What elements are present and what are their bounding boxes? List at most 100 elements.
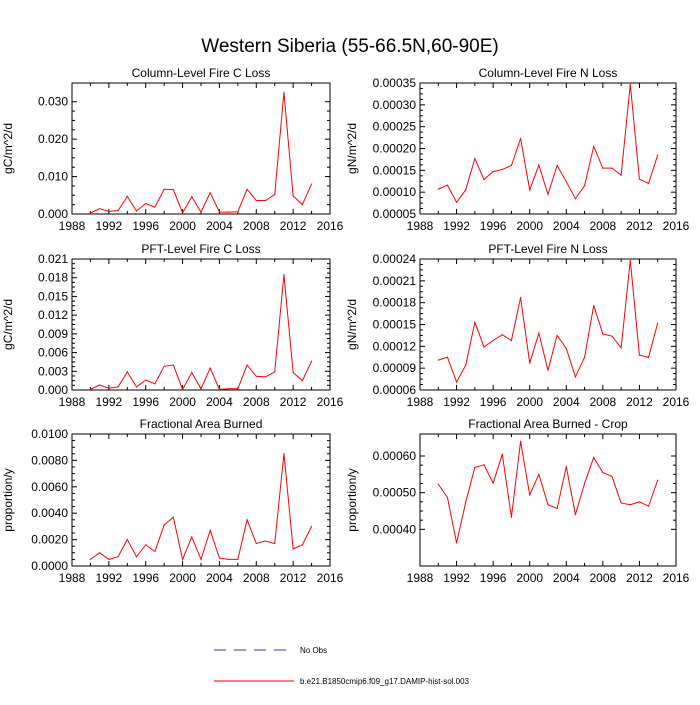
data-point	[492, 171, 494, 173]
data-point	[611, 335, 613, 337]
plot-frame	[419, 433, 677, 567]
data-point	[135, 210, 138, 212]
data-point	[583, 482, 586, 485]
data-point	[455, 381, 458, 383]
panel-title: PFT-Level Fire C Loss	[141, 242, 260, 256]
x-tick-label: 1992	[443, 219, 470, 233]
series-line	[90, 453, 313, 562]
data-point	[108, 210, 110, 212]
y-axis-label: gC/m^2/d	[1, 123, 15, 174]
x-tick-label: 2016	[663, 219, 690, 233]
data-point	[647, 356, 650, 358]
data-point	[255, 199, 257, 202]
data-point	[181, 558, 184, 561]
data-point	[602, 471, 604, 474]
data-point	[117, 386, 119, 388]
y-axis-label: proportion/y	[1, 468, 15, 531]
data-point	[145, 202, 147, 205]
data-point	[145, 544, 147, 546]
x-tick-label: 1988	[59, 395, 86, 409]
data-point	[191, 536, 193, 538]
y-tick-label: 0.000	[38, 383, 68, 397]
data-point	[200, 558, 202, 561]
y-tick-label: 0.0060	[31, 480, 68, 494]
x-tick-label: 2000	[169, 571, 196, 585]
x-tick-label: 1988	[407, 395, 434, 409]
data-point	[301, 204, 303, 206]
data-point	[301, 380, 303, 382]
data-point	[593, 145, 595, 147]
x-tick-label: 1992	[96, 219, 123, 233]
data-point	[574, 198, 577, 200]
data-point	[638, 178, 641, 180]
x-tick-label: 1996	[132, 571, 159, 585]
data-point	[292, 548, 294, 550]
data-point	[611, 167, 613, 169]
data-point	[237, 211, 239, 213]
data-point	[163, 188, 165, 190]
y-tick-label: 0.00020	[373, 142, 417, 156]
y-tick-label: 0.00012	[373, 339, 417, 353]
data-point	[583, 356, 586, 358]
y-tick-label: 0.00018	[373, 296, 417, 310]
x-tick-label: 2000	[169, 395, 196, 409]
data-point	[283, 274, 285, 276]
data-point	[145, 379, 147, 381]
data-point	[593, 456, 595, 459]
y-axis-label: proportion/y	[345, 468, 359, 531]
data-point	[218, 557, 221, 559]
data-point	[200, 388, 202, 390]
x-tick-label: 2004	[206, 395, 233, 409]
series-line	[438, 260, 659, 384]
data-point	[638, 501, 641, 503]
data-point	[117, 556, 119, 558]
data-point	[283, 453, 285, 455]
x-tick-label: 1992	[443, 571, 470, 585]
panel-title: Column-Level Fire N Loss	[479, 66, 618, 80]
data-point	[510, 339, 513, 342]
data-point	[218, 388, 221, 390]
data-point	[510, 164, 513, 167]
data-point	[492, 339, 494, 342]
x-tick-label: 2008	[590, 571, 617, 585]
data-point	[620, 502, 622, 504]
data-point	[89, 388, 92, 390]
data-point	[593, 304, 595, 307]
y-tick-label: 0.003	[38, 364, 68, 378]
y-tick-label: 0.0080	[31, 453, 68, 467]
panel-title: PFT-Level Fire N Loss	[488, 242, 607, 256]
data-point	[310, 360, 313, 362]
y-tick-label: 0.00021	[373, 274, 417, 288]
data-point	[510, 516, 513, 518]
x-tick-label: 2000	[516, 395, 543, 409]
data-point	[172, 189, 174, 191]
x-tick-label: 2008	[243, 571, 270, 585]
y-tick-label: 0.00024	[373, 252, 417, 266]
data-point	[657, 479, 659, 481]
data-point	[538, 332, 540, 334]
x-tick-label: 2004	[553, 395, 580, 409]
y-tick-label: 0.021	[38, 252, 68, 266]
x-tick-label: 1988	[407, 219, 434, 233]
data-point	[437, 188, 439, 190]
data-point	[455, 542, 458, 544]
x-tick-label: 1988	[59, 219, 86, 233]
data-point	[292, 371, 294, 374]
data-point	[246, 364, 248, 366]
data-point	[108, 558, 110, 561]
data-point	[638, 354, 641, 356]
data-point	[99, 384, 101, 386]
plot-frame	[71, 82, 331, 215]
data-point	[556, 334, 558, 337]
y-tick-label: 0.00015	[373, 318, 417, 332]
data-point	[465, 501, 467, 503]
legend-label-model: b.e21.B1850cmip6.f09_g17.DAMIP-hist-sol.…	[300, 677, 470, 686]
data-point	[446, 356, 449, 358]
data-point	[228, 388, 230, 390]
y-axis-label: gC/m^2/d	[1, 299, 15, 350]
data-point	[446, 184, 449, 186]
data-point	[181, 388, 184, 390]
series-line	[90, 92, 313, 215]
x-tick-label: 2004	[206, 571, 233, 585]
